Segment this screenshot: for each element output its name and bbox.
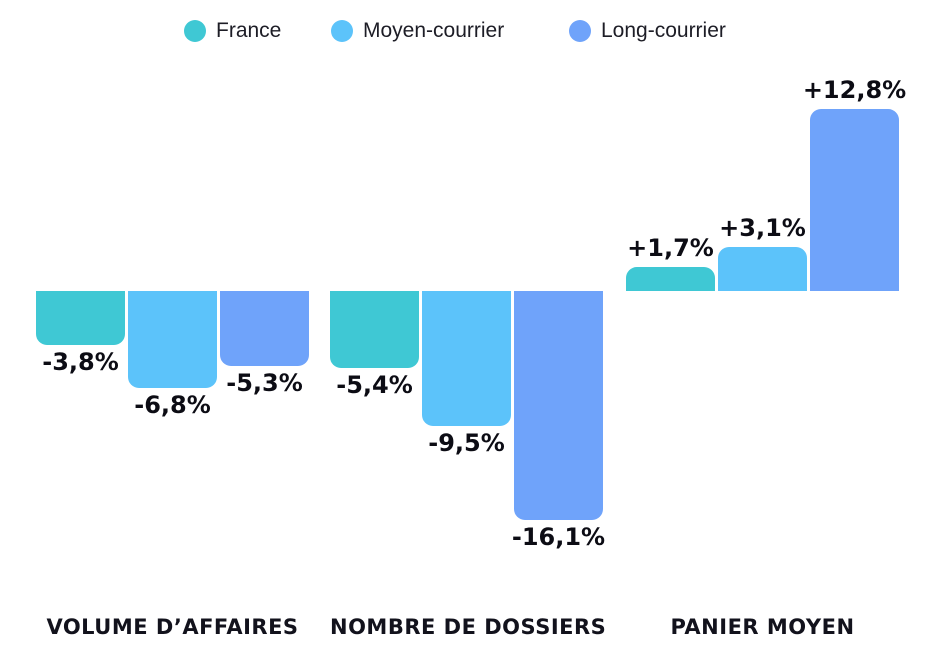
bar-value-label: -5,3% (226, 369, 303, 398)
bar-france-nombre-de-dossiers (330, 291, 419, 368)
bar-france-volume-d-affaires (36, 291, 125, 345)
legend-dot-france-icon (184, 20, 206, 42)
category-label: NOMBRE DE DOSSIERS (330, 615, 607, 639)
bar-moyen-courrier-panier-moyen (718, 247, 807, 291)
bar-long-courrier-nombre-de-dossiers (514, 291, 603, 520)
legend-label-long-courrier: Long-courrier (601, 19, 726, 42)
bar-long-courrier-volume-d-affaires (220, 291, 309, 367)
legend-label-moyen-courrier: Moyen-courrier (363, 19, 505, 42)
legend-dot-long-courrier-icon (569, 20, 591, 42)
legend-item-moyen-courrier: Moyen-courrier (331, 17, 504, 45)
bar-value-label: +1,7% (627, 233, 714, 262)
legend-item-long-courrier: Long-courrier (569, 17, 726, 45)
category-label: VOLUME D’AFFAIRES (46, 615, 299, 639)
bar-moyen-courrier-nombre-de-dossiers (422, 291, 511, 426)
category-label: PANIER MOYEN (670, 615, 855, 639)
bar-long-courrier-panier-moyen (810, 109, 899, 291)
bar-moyen-courrier-volume-d-affaires (128, 291, 217, 388)
bar-value-label: -3,8% (42, 348, 119, 376)
bar-value-label: -9,5% (428, 428, 505, 457)
legend-label-france: France (216, 19, 282, 42)
bar-value-label: -6,8% (134, 390, 211, 419)
bar-value-label: -16,1% (511, 522, 606, 551)
bar-value-label: -5,4% (336, 370, 413, 399)
legend-dot-moyen-courrier-icon (331, 20, 353, 42)
bar-value-label: +12,8% (802, 76, 907, 105)
legend-item-france: France (184, 17, 281, 45)
bar-value-label: +3,1% (719, 214, 806, 242)
bar-france-panier-moyen (626, 266, 715, 291)
